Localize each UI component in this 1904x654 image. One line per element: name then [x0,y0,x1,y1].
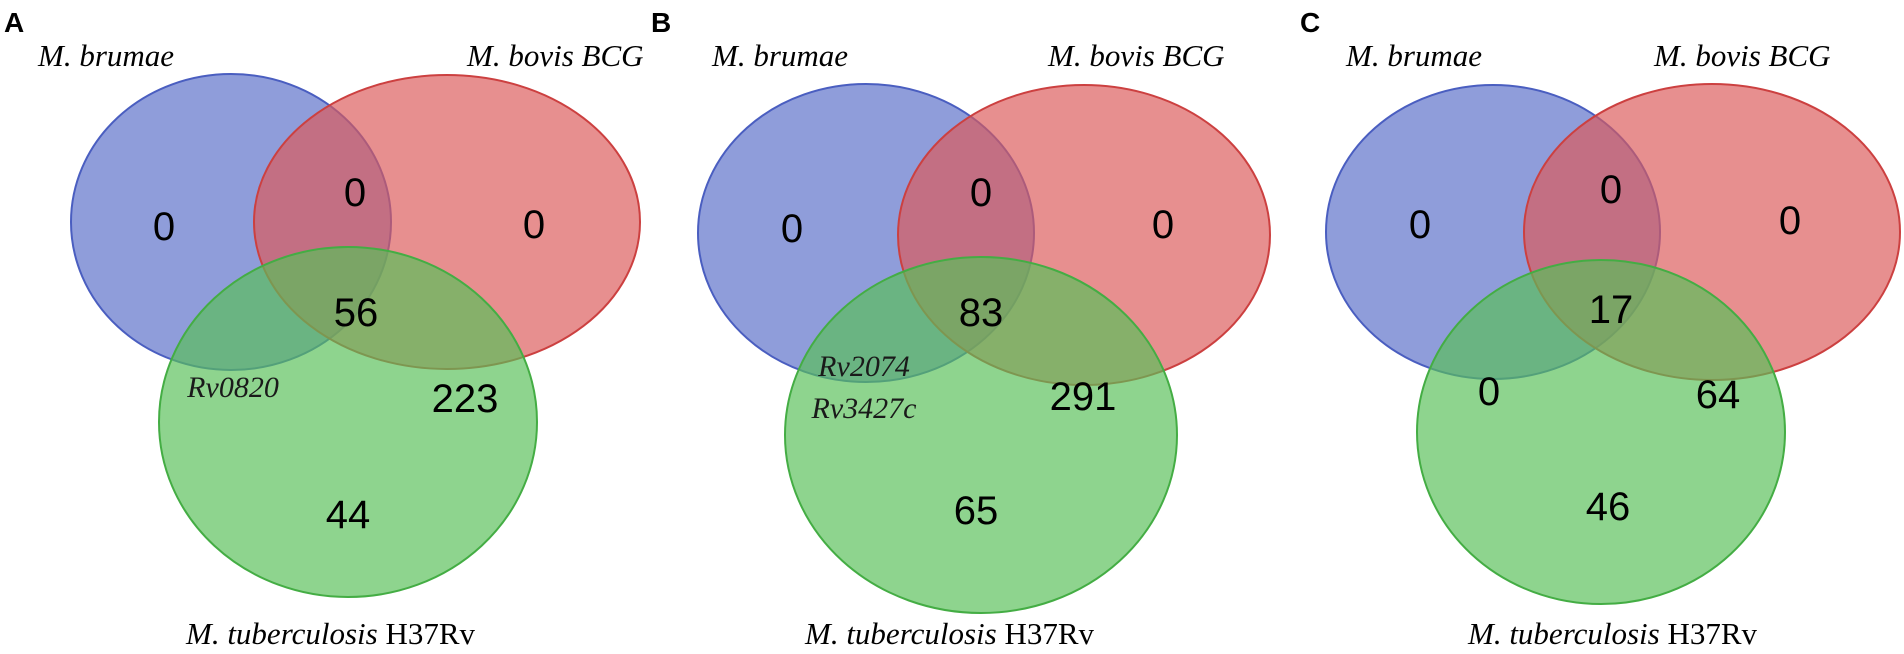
count-brumae-bovis: 0 [970,171,992,215]
set-label-bovis-bcg: M. bovis BCG [1047,38,1225,73]
count-all-three: 17 [1589,288,1634,332]
panel-letter: B [651,7,671,38]
set-label-brumae: M. brumae [711,38,848,73]
set-label-bovis-bcg: M. bovis BCG [466,38,644,73]
count-tuberculosis-only: 44 [326,493,371,537]
count-brumae-only: 0 [1409,203,1431,247]
gene-label-brumae-tuberculosis: Rv2074 [817,350,910,383]
set-label-brumae: M. brumae [1345,38,1482,73]
venn-panel-c: C M. brumae M. bovis BCG M. tuberculosis… [1300,7,1901,651]
set-label-tuberculosis-species: M. tuberculosis [804,616,997,651]
count-tuberculosis-only: 65 [954,489,999,533]
set-label-tuberculosis: M. tuberculosis H37Rv [1467,616,1758,651]
count-brumae-bovis: 0 [1600,168,1622,212]
set-label-bovis-bcg: M. bovis BCG [1653,38,1831,73]
gene-label-brumae-tuberculosis: Rv3427c [811,392,917,425]
gene-label-brumae-tuberculosis: Rv0820 [186,371,279,404]
set-label-tuberculosis-strain: H37Rv [997,616,1095,651]
set-circle-tuberculosis [784,256,1178,614]
count-brumae-bovis: 0 [344,171,366,215]
venn-panel-a: A M. brumae M. bovis BCG M. tuberculosis… [4,7,644,651]
count-bovis-only: 0 [523,203,545,247]
set-label-tuberculosis-strain: H37Rv [1660,616,1758,651]
count-bovis-tuberculosis: 223 [432,377,499,421]
count-brumae-only: 0 [781,207,803,251]
set-label-brumae: M. brumae [37,38,174,73]
set-label-tuberculosis-strain: H37Rv [378,616,476,651]
set-label-tuberculosis: M. tuberculosis H37Rv [185,616,476,651]
count-tuberculosis-only: 46 [1586,485,1631,529]
venn-panel-b: B M. brumae M. bovis BCG M. tuberculosis… [651,7,1271,651]
set-circle-tuberculosis [1416,259,1786,605]
count-all-three: 83 [959,291,1004,335]
set-label-tuberculosis: M. tuberculosis H37Rv [804,616,1095,651]
count-bovis-only: 0 [1779,199,1801,243]
count-brumae-only: 0 [153,205,175,249]
count-bovis-tuberculosis: 64 [1696,373,1741,417]
set-label-tuberculosis-species: M. tuberculosis [185,616,378,651]
set-circle-tuberculosis [158,246,538,598]
set-label-tuberculosis-species: M. tuberculosis [1467,616,1660,651]
count-bovis-tuberculosis: 291 [1050,375,1117,419]
count-bovis-only: 0 [1152,203,1174,247]
panel-letter: A [4,7,24,38]
count-all-three: 56 [334,291,379,335]
count-brumae-tuberculosis: 0 [1478,370,1500,414]
panel-letter: C [1300,7,1320,38]
